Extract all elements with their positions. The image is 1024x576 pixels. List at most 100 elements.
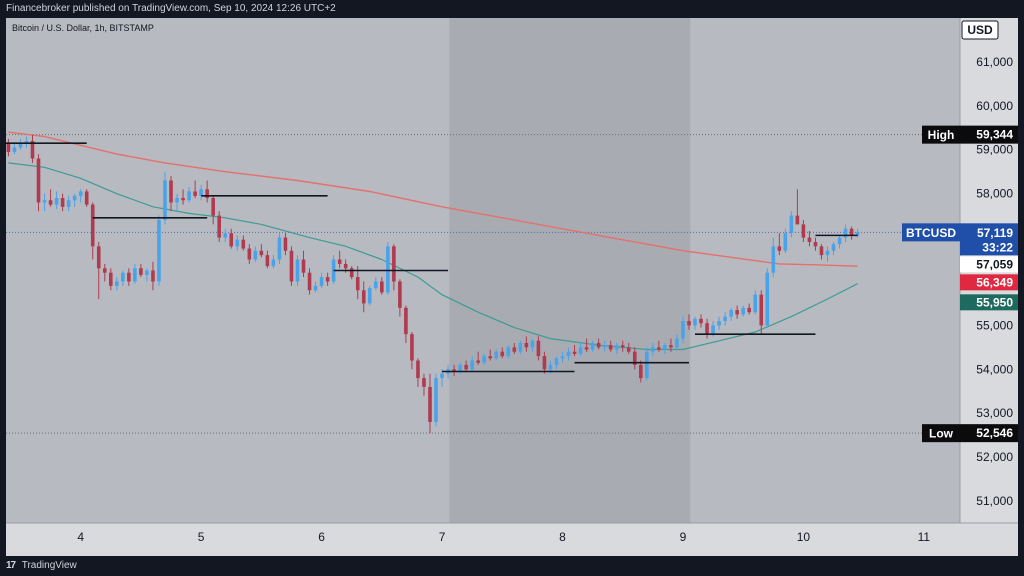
candle-body <box>608 345 613 350</box>
candle <box>705 318 709 339</box>
candle <box>530 338 535 352</box>
candle-body <box>307 272 312 291</box>
candle-body <box>681 321 685 339</box>
candle-body <box>699 318 703 324</box>
y-tick-label: 59,000 <box>976 143 1013 157</box>
countdown-text: 33:22 <box>982 240 1013 254</box>
candle <box>127 268 131 286</box>
candle-body <box>777 246 782 251</box>
candle <box>753 290 758 315</box>
candle <box>181 189 185 205</box>
candle <box>500 347 505 359</box>
high-tag <box>960 125 1018 144</box>
candle <box>554 356 559 370</box>
x-tick-label: 9 <box>680 530 687 544</box>
y-tick-label: 52,000 <box>976 450 1013 464</box>
candle-body <box>90 204 95 247</box>
candle <box>12 143 17 155</box>
candle-body <box>223 233 228 238</box>
candle-body <box>518 342 523 352</box>
candle-body <box>60 198 65 207</box>
ma-slow-tag <box>960 274 1018 291</box>
candle-body <box>229 233 234 247</box>
candle <box>771 237 776 278</box>
candle <box>54 191 59 210</box>
candle-body <box>78 191 83 196</box>
candle-body <box>253 250 258 260</box>
candle-body <box>373 281 378 289</box>
candle-body <box>283 237 288 251</box>
candle-body <box>524 342 529 348</box>
candle-body <box>211 198 215 216</box>
candle <box>813 237 818 251</box>
ma-slow-tag-text: 56,349 <box>976 275 1013 289</box>
candle <box>30 134 35 163</box>
candle-body <box>72 195 77 201</box>
publisher-text: Financebroker published on TradingView.c… <box>6 3 336 14</box>
candle-body <box>566 351 571 357</box>
currency-badge <box>961 20 999 40</box>
candle <box>452 364 456 376</box>
candle <box>72 193 77 207</box>
candle <box>578 342 583 357</box>
candle-body <box>735 310 739 315</box>
candle <box>717 316 721 330</box>
candle <box>241 235 246 251</box>
x-tick-label: 11 <box>918 530 931 544</box>
candle <box>157 215 161 286</box>
candle <box>205 180 209 203</box>
candle <box>524 336 529 352</box>
candle <box>482 353 487 365</box>
candle-body <box>416 360 420 379</box>
candle <box>223 228 228 242</box>
candle-body <box>470 360 474 370</box>
candle-body <box>108 272 113 286</box>
candle-body <box>572 351 577 354</box>
candle-body <box>271 259 276 267</box>
candle <box>416 358 420 387</box>
candle <box>301 250 306 278</box>
candle-body <box>337 259 342 264</box>
candle-body <box>247 248 252 260</box>
candle-body <box>133 268 137 282</box>
candle <box>313 281 318 293</box>
y-tick-label: 58,000 <box>976 187 1013 201</box>
candle <box>669 338 673 352</box>
candle <box>380 277 384 295</box>
candle-body <box>380 281 384 293</box>
candle-body <box>638 364 643 379</box>
candle-body <box>217 215 222 238</box>
candle-body <box>325 277 330 282</box>
candle <box>825 246 830 262</box>
candle <box>404 305 408 343</box>
candle <box>410 331 414 370</box>
candle-body <box>494 351 499 359</box>
candle <box>735 305 739 319</box>
weekend-shade <box>449 18 691 523</box>
left-frame <box>0 18 6 556</box>
candle <box>747 303 752 315</box>
candle <box>108 268 113 291</box>
candle-body <box>295 259 300 282</box>
plot-area <box>6 131 960 434</box>
candle-body <box>855 232 860 236</box>
tradingview-logo-icon: 17 <box>6 560 16 571</box>
candle <box>699 314 703 328</box>
candle <box>36 154 41 212</box>
candle <box>319 272 324 289</box>
candle-body <box>741 307 745 315</box>
candle <box>843 224 848 242</box>
candle-body <box>458 364 462 372</box>
high-label <box>922 125 960 144</box>
candle-body <box>404 307 408 335</box>
candle <box>428 373 432 434</box>
candle <box>115 277 119 291</box>
candle-body <box>349 268 354 278</box>
low-label <box>922 424 960 443</box>
candle <box>6 138 11 157</box>
candle <box>536 336 541 361</box>
candle-body <box>669 345 673 348</box>
candle <box>325 272 330 286</box>
candle-body <box>837 237 842 245</box>
